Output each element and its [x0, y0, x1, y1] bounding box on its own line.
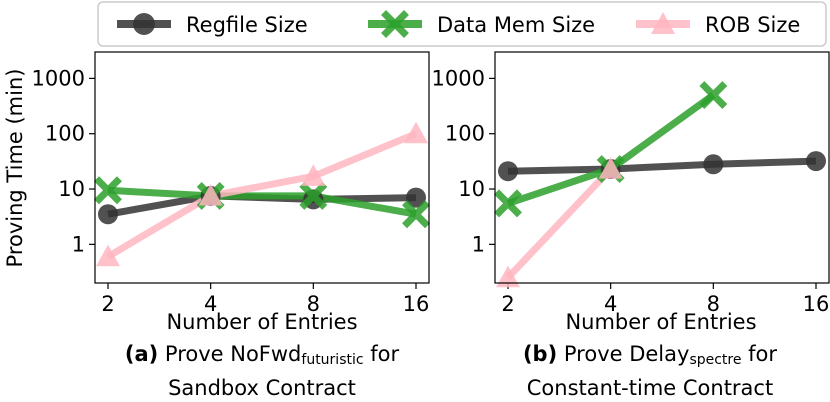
- legend-label-rob: ROB Size: [705, 13, 800, 37]
- point-regfile-a: [406, 187, 426, 208]
- xtick-label-a: 8: [307, 292, 320, 316]
- point-datamem-a: [402, 200, 430, 229]
- ytick-label-a: 1: [72, 232, 85, 256]
- point-rob-b: [598, 157, 623, 179]
- series-line-regfile-b: [507, 157, 817, 175]
- point-rob-a: [96, 244, 120, 267]
- legend-item-regfile: Regfile Size: [117, 13, 308, 37]
- xtick-label-a: 2: [101, 292, 114, 316]
- ytick-label-a: 1000: [32, 66, 85, 90]
- point-datamem-a: [94, 176, 122, 205]
- ytick-label-b: 1000: [432, 66, 485, 90]
- xlabel-a: Number of Entries: [166, 310, 357, 334]
- caption-b-prefix: Prove Delay: [563, 342, 690, 366]
- xtick-label-b: 8: [707, 292, 720, 316]
- point-rob-a: [301, 164, 326, 186]
- caption-b-line2: Constant-time Contract: [526, 376, 774, 400]
- xtick-label-a: 4: [204, 292, 217, 316]
- point-rob-a: [404, 121, 428, 144]
- legend: Regfile Size Data Mem Size ROB Size: [97, 1, 827, 47]
- legend-marker-datamem: [381, 10, 409, 38]
- series-line-datamem-a: [107, 186, 417, 218]
- subplot-a: 1 10 100 1000 2 4 8 16 Proving Time (min) Numbe…: [3, 51, 430, 334]
- caption-a-sub: futuristic: [301, 352, 364, 368]
- subplot-b: 1 10 100 1000 2 4 8 16 Number of Entries: [432, 51, 830, 334]
- series-line-datamem-b: [506, 92, 716, 207]
- caption-a-prefix: Prove NoFwd: [164, 342, 302, 366]
- point-regfile-b: [806, 151, 826, 172]
- ytick-label-a: 10: [58, 177, 85, 201]
- ytick-label-a: 100: [45, 122, 85, 146]
- point-rob-b: [496, 265, 520, 288]
- legend-frame: [97, 1, 827, 47]
- legend-marker-regfile: [133, 13, 155, 35]
- legend-label-regfile: Regfile Size: [186, 13, 308, 37]
- caption-b-suffix: for: [741, 342, 778, 366]
- ytick-label-b: 100: [445, 122, 485, 146]
- xtick-label-a: 16: [403, 292, 430, 316]
- caption-a: (a) Prove NoFwdfuturistic for Sandbox Co…: [72, 340, 452, 402]
- xtick-label-b: 2: [501, 292, 514, 316]
- legend-label-datamem: Data Mem Size: [437, 13, 595, 37]
- caption-a-label: (a): [124, 342, 159, 366]
- point-regfile-b: [498, 161, 518, 182]
- plot-area-b: [494, 51, 830, 284]
- xlabel-b: Number of Entries: [565, 310, 756, 334]
- point-datamem-b: [699, 81, 728, 109]
- caption-a-line2: Sandbox Contract: [168, 376, 356, 400]
- series-line-rob-a: [106, 130, 418, 260]
- caption-a-suffix: for: [363, 342, 400, 366]
- ytick-label-b: 10: [458, 177, 485, 201]
- ylabel-a: Proving Time (min): [3, 69, 27, 268]
- point-regfile-a: [98, 204, 118, 225]
- caption-b-label: (b): [522, 342, 558, 366]
- point-rob-a: [198, 183, 223, 206]
- legend-item-rob: ROB Size: [636, 12, 800, 37]
- legend-marker-rob: [651, 12, 675, 34]
- plot-area-a: [94, 51, 430, 284]
- xtick-label-b: 4: [604, 292, 617, 316]
- point-datamem-a: [299, 181, 328, 210]
- series-line-rob-b: [505, 166, 614, 281]
- ytick-label-b: 1: [472, 232, 485, 256]
- point-regfile-b: [703, 154, 724, 175]
- xtick-label-b: 16: [803, 292, 830, 316]
- caption-b: (b) Prove Delayspectre for Constant-time…: [470, 340, 830, 402]
- point-datamem-b: [494, 189, 522, 218]
- legend-item-datamem: Data Mem Size: [368, 10, 595, 38]
- caption-b-sub: spectre: [689, 352, 742, 368]
